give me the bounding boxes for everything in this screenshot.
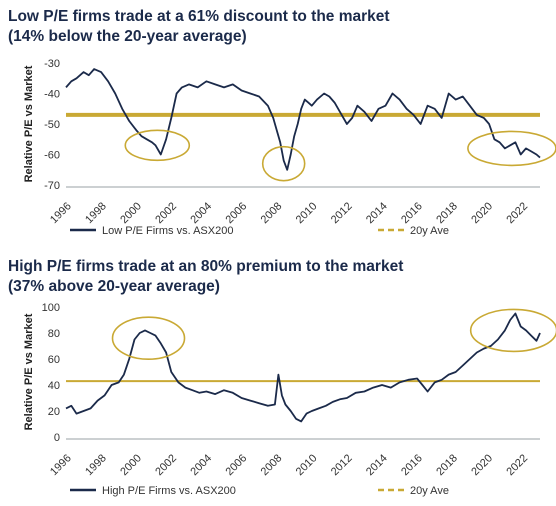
chart-title: Low P/E firms trade at a 61% discount to… xyxy=(8,8,390,25)
low-pe-panel: Low P/E firms trade at a 61% discount to… xyxy=(0,0,556,252)
chart-title-2: High P/E firms trade at an 80% premium t… xyxy=(8,258,404,275)
high-pe-panel: High P/E firms trade at an 80% premium t… xyxy=(0,252,556,506)
chart-subtitle-2: (37% above 20-year average) xyxy=(8,278,220,295)
chart-subtitle: (14% below the 20-year average) xyxy=(8,28,247,45)
